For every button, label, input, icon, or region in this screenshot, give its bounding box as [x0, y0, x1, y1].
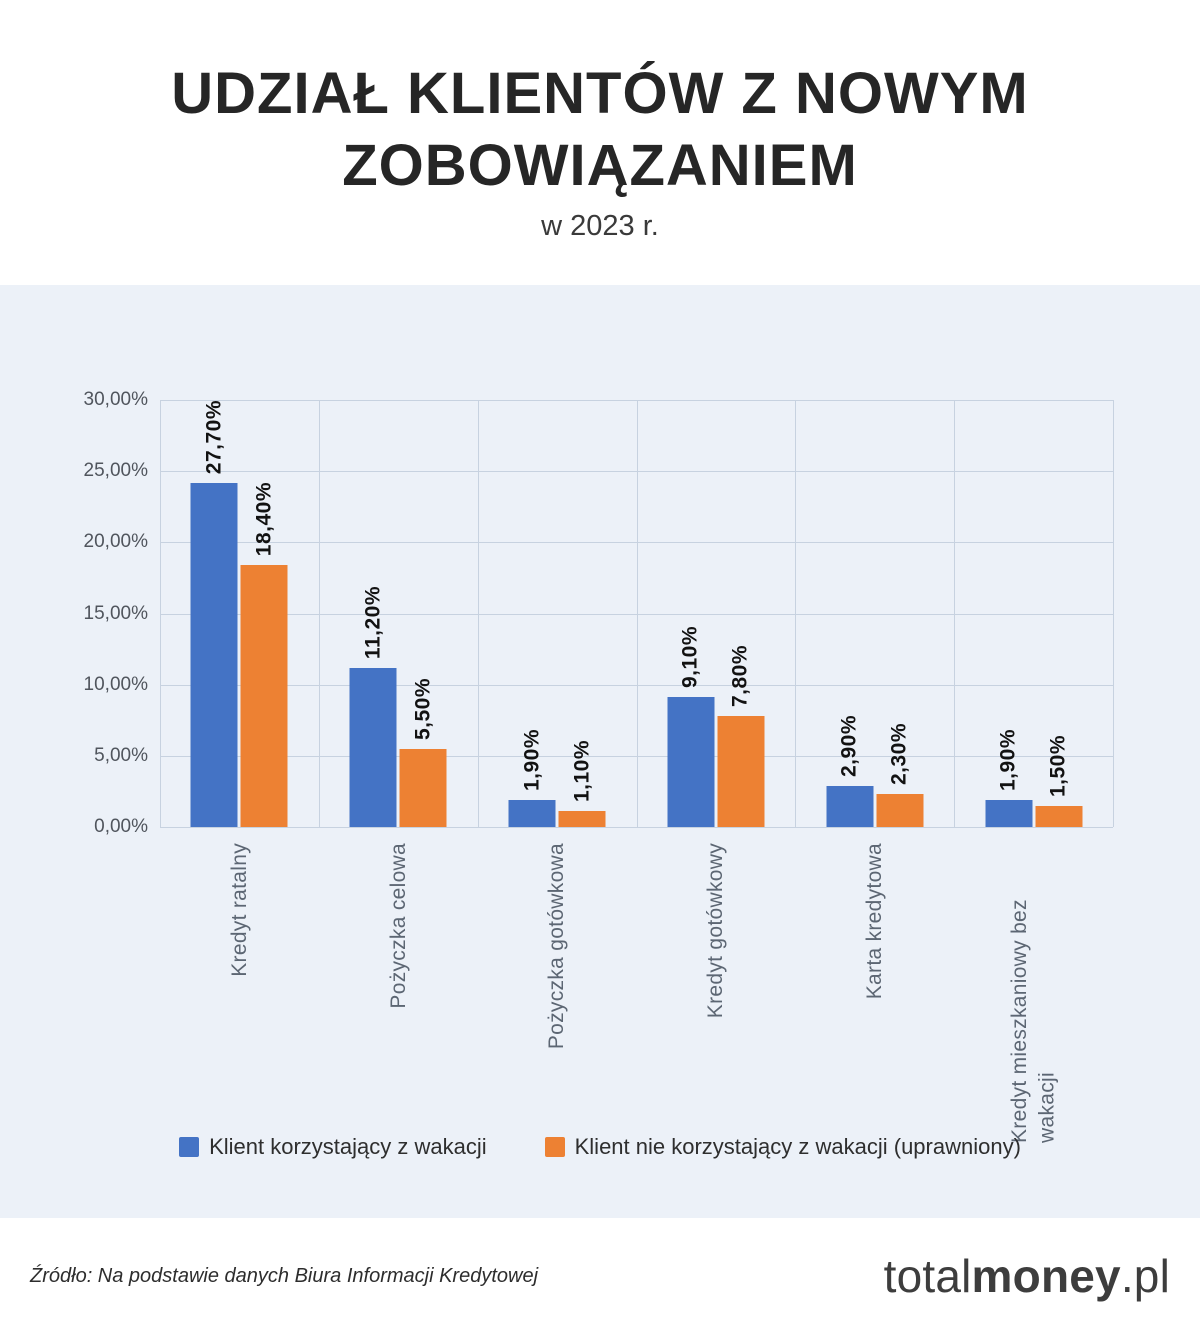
- bar-orange: [876, 794, 924, 827]
- source-text: Na podstawie danych Biura Informacji Kre…: [92, 1264, 539, 1287]
- bar-blue: [826, 785, 874, 827]
- page-title-line2: ZOBOWIĄZANIEM: [342, 132, 858, 198]
- bar-blue: [667, 697, 715, 827]
- legend-item: Klient korzystający z wakacji: [179, 1134, 487, 1160]
- legend-swatch: [179, 1137, 200, 1157]
- logo-part-total: total: [883, 1250, 972, 1302]
- bar-column: 1,90%: [985, 400, 1033, 827]
- legend-label: Klient korzystający z wakacji: [209, 1134, 487, 1159]
- category-label: Kredyt gotówkowy: [704, 843, 728, 1019]
- bar-value-label: 27,70%: [202, 400, 226, 475]
- page-title-line1: UDZIAŁ KLIENTÓW Z NOWYM: [171, 61, 1029, 126]
- bar-column: 9,10%: [667, 400, 715, 827]
- y-axis-tick-label: 10,00%: [83, 673, 148, 695]
- logo-part-pl: .pl: [1120, 1250, 1170, 1302]
- bar-blue: [508, 799, 556, 827]
- logo-part-money: money: [971, 1250, 1121, 1302]
- bar-column: 1,50%: [1035, 400, 1083, 827]
- v-gridline: [1113, 400, 1114, 827]
- bar-value-label: 1,10%: [570, 740, 594, 803]
- bar-column: 7,80%: [717, 400, 765, 827]
- bar-orange: [717, 715, 765, 827]
- chart-panel: 30,00% 25,00% 20,00% 15,00% 10,00% 5,00% 0,00%…: [0, 285, 1200, 1218]
- category-label: Kredyt ratalny: [227, 843, 251, 977]
- bar-group: 11,20% 5,50%: [349, 400, 447, 827]
- footer: Źródło: Na podstawie danych Biura Inform…: [0, 1218, 1200, 1334]
- y-axis-tick-label: 30,00%: [83, 389, 148, 410]
- plot-area: 27,70% 18,40% 11,20% 5,50% 1,90% 1,10% 9,10% 7,…: [160, 400, 1114, 828]
- y-axis-tick-label: 25,00%: [83, 460, 148, 482]
- category-label: Kredyt mieszkaniowy bez wakacji: [1008, 899, 1059, 1143]
- bar-column: 2,30%: [876, 400, 924, 827]
- bar-column: 18,40%: [240, 400, 288, 827]
- v-gridline: [795, 400, 797, 827]
- bar-value-label: 1,50%: [1046, 734, 1070, 797]
- x-axis-category-labels: Kredyt ratalny Pożyczka celowa Pożyczka go…: [160, 843, 1113, 1148]
- category-label-cell: Kredyt mieszkaniowy bez wakacji: [954, 843, 1113, 1148]
- bar-value-label: 1,90%: [520, 728, 544, 791]
- bar-value-label: 2,30%: [887, 723, 911, 786]
- bar-group: 27,70% 18,40%: [190, 400, 288, 827]
- h-gridline: [160, 827, 1113, 828]
- bar-orange: [399, 748, 447, 827]
- y-axis-tick-label: 5,00%: [94, 744, 148, 766]
- v-gridline: [636, 400, 638, 827]
- bar-value-label: 18,40%: [252, 481, 276, 557]
- y-axis-tick-label: 20,00%: [83, 531, 148, 553]
- legend-item: Klient nie korzystający z wakacji (upraw…: [544, 1134, 1021, 1160]
- bar-group: 1,90% 1,50%: [985, 400, 1083, 827]
- page-title: UDZIAŁ KLIENTÓW Z NOWYM ZOBOWIĄZANIEM: [171, 58, 1028, 202]
- category-label-cell: Kredyt gotówkowy: [636, 843, 795, 1148]
- bar-blue: [985, 799, 1033, 827]
- bar-group: 2,90% 2,30%: [826, 400, 924, 827]
- bar-orange: [1035, 805, 1083, 827]
- bar-value-label: 7,80%: [728, 644, 752, 707]
- bar-column: 27,70%: [190, 400, 238, 827]
- v-gridline: [954, 400, 956, 827]
- v-gridline: [160, 400, 161, 827]
- legend-label: Klient nie korzystający z wakacji (upraw…: [574, 1134, 1021, 1159]
- category-label-cell: Karta kredytowa: [795, 843, 954, 1148]
- category-label-cell: Pożyczka gotówkowa: [478, 843, 637, 1148]
- bar-value-label: 9,10%: [678, 626, 702, 689]
- bar-group: 9,10% 7,80%: [667, 400, 765, 827]
- y-axis: 30,00% 25,00% 20,00% 15,00% 10,00% 5,00% 0,00%: [0, 389, 148, 837]
- category-label: Pożyczka celowa: [386, 843, 410, 1009]
- source-note: Źródło: Na podstawie danych Biura Inform…: [30, 1265, 538, 1288]
- category-label: Pożyczka gotówkowa: [545, 843, 569, 1050]
- bar-value-label: 1,90%: [996, 728, 1020, 791]
- category-label: Karta kredytowa: [863, 843, 887, 1000]
- v-gridline: [318, 400, 320, 827]
- bar-group: 1,90% 1,10%: [508, 400, 606, 827]
- bar-orange: [240, 565, 288, 827]
- bar-column: 11,20%: [349, 400, 397, 827]
- bar-column: 1,10%: [558, 400, 606, 827]
- bar-column: 2,90%: [826, 400, 874, 827]
- source-prefix: Źródło:: [30, 1264, 93, 1287]
- legend: Klient korzystający z wakacji Klient nie …: [0, 1130, 1200, 1164]
- legend-swatch: [544, 1137, 565, 1157]
- page-subtitle: w 2023 r.: [541, 209, 659, 242]
- category-label-cell: Kredyt ratalny: [160, 843, 319, 1148]
- y-axis-tick-label: 0,00%: [94, 816, 148, 837]
- bar-column: 1,90%: [508, 400, 556, 827]
- bar-value-label: 5,50%: [411, 677, 435, 740]
- bar-blue: [190, 483, 238, 827]
- bar-orange: [558, 811, 606, 827]
- bar-value-label: 2,90%: [837, 714, 861, 777]
- bar-column: 5,50%: [399, 400, 447, 827]
- bar-value-label: 11,20%: [361, 585, 385, 659]
- y-axis-tick-label: 15,00%: [83, 602, 148, 624]
- category-label-cell: Pożyczka celowa: [319, 843, 478, 1148]
- bar-blue: [349, 667, 397, 827]
- totalmoney-logo: totalmoney.pl: [884, 1249, 1170, 1303]
- v-gridline: [477, 400, 479, 827]
- header: UDZIAŁ KLIENTÓW Z NOWYM ZOBOWIĄZANIEM w …: [0, 0, 1200, 285]
